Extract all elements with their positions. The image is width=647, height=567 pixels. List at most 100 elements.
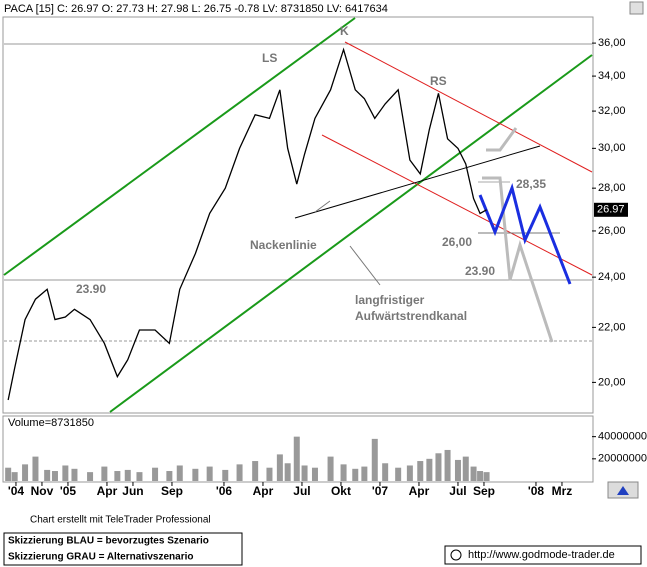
menu-button[interactable] — [629, 1, 644, 15]
x-tick-label: Mrz — [552, 484, 573, 498]
gray-scenario — [486, 127, 518, 152]
trend-channel — [3, 17, 356, 276]
volume-bar — [470, 466, 477, 481]
zoom-icon — [617, 486, 629, 495]
annotation: K — [340, 24, 349, 38]
y-tick-label: 28,00 — [598, 182, 626, 194]
volume-bar — [101, 466, 108, 481]
volume-bar — [462, 456, 469, 481]
volume-bar — [5, 467, 12, 481]
volume-bar — [395, 467, 402, 481]
annotation: Nackenlinie — [250, 238, 317, 252]
y-tick-label: 20,00 — [598, 376, 626, 388]
y-tick-label: 20000000 — [598, 453, 647, 465]
x-tick-label: Jun — [122, 484, 143, 498]
volume-bar — [417, 461, 424, 481]
header-text: PACA [15] C: 26.97 O: 27.73 H: 27.98 L: … — [4, 3, 388, 15]
volume-bar — [293, 436, 300, 481]
y-tick-label: 30,00 — [598, 142, 626, 154]
credit: Chart erstellt mit TeleTrader Profession… — [30, 515, 211, 526]
neckline — [294, 145, 541, 219]
url[interactable]: http://www.godmode-trader.de — [468, 549, 615, 561]
volume-bar — [340, 464, 347, 481]
x-tick-label: Okt — [331, 484, 351, 498]
volume-bar — [406, 465, 413, 481]
down-channel — [344, 41, 593, 173]
volume-bar — [382, 463, 389, 481]
volume-bar — [371, 438, 378, 481]
legend-blue: Skizzierung BLAU = bevorzugtes Szenario — [8, 536, 209, 547]
copyright-icon — [450, 549, 462, 561]
volume-bar — [11, 472, 18, 481]
volume-bar — [152, 467, 159, 481]
volume-bar — [301, 465, 308, 481]
volume-bar — [311, 467, 318, 481]
volume-bar — [87, 472, 94, 481]
volume-bar — [124, 469, 131, 481]
y-tick-label: 32,00 — [598, 105, 626, 117]
x-tick-label: '04 — [8, 484, 25, 498]
annotation: langfristiger — [355, 293, 425, 307]
url-box — [444, 545, 642, 565]
arrow — [314, 200, 331, 213]
annotation: LS — [262, 51, 277, 65]
volume-bar — [266, 467, 273, 481]
y-tick-label: 26,00 — [598, 225, 626, 237]
volume-bar — [192, 468, 199, 481]
price-panel — [2, 16, 594, 414]
price-line — [7, 47, 487, 401]
volume-bar — [252, 461, 259, 481]
legend-gray: Skizzierung GRAU = Alternativszenario — [8, 552, 194, 563]
x-tick-label: '07 — [372, 484, 389, 498]
volume-bar — [71, 468, 78, 481]
arrow — [349, 245, 381, 286]
volume-bar — [454, 459, 461, 481]
x-tick-label: Jul — [449, 484, 466, 498]
volume-bar — [166, 471, 173, 481]
y-tick-label: 34,00 — [598, 70, 626, 82]
x-tick-label: '05 — [60, 484, 77, 498]
x-tick-label: Nov — [31, 484, 54, 498]
volume-bar — [22, 464, 29, 481]
annotation: 26,00 — [442, 235, 472, 249]
volume-bar — [176, 465, 183, 481]
volume-bar — [435, 453, 442, 481]
x-tick-label: '06 — [216, 484, 233, 498]
volume-bar — [236, 464, 243, 481]
volume-bar — [352, 468, 359, 481]
volume-bar — [206, 466, 213, 481]
last-price: 26.97 — [597, 204, 625, 216]
volume-bar — [477, 471, 484, 481]
y-tick-label: 36,00 — [598, 37, 626, 49]
volume-bar — [426, 458, 433, 481]
y-tick-label: 24,00 — [598, 271, 626, 283]
blue-scenario — [478, 183, 572, 285]
volume-bar — [62, 465, 69, 481]
header-bar — [0, 0, 647, 16]
legend-box — [3, 532, 243, 566]
volume-title: Volume=8731850 — [8, 417, 94, 429]
x-tick-label: Jul — [293, 484, 310, 498]
volume-bar — [276, 454, 283, 481]
y-tick-label: 22,00 — [598, 321, 626, 333]
x-tick-label: Apr — [253, 484, 274, 498]
x-tick-label: Apr — [97, 484, 118, 498]
volume-bar — [44, 469, 51, 481]
annotation: 23.90 — [465, 264, 495, 278]
trend-channel — [109, 54, 593, 413]
volume-bar — [136, 472, 143, 481]
x-tick-label: Sep — [161, 484, 183, 498]
volume-bar — [483, 472, 490, 481]
last-price-box — [594, 202, 628, 217]
volume-bar — [222, 469, 229, 481]
x-tick-label: Apr — [409, 484, 430, 498]
gray-scenario — [482, 176, 554, 343]
volume-panel — [2, 415, 594, 483]
volume-bar — [51, 471, 58, 481]
x-tick-label: '08 — [528, 484, 545, 498]
x-tick-label: Sep — [473, 484, 495, 498]
volume-bar — [32, 456, 39, 481]
annotation: 28,35 — [516, 177, 546, 191]
